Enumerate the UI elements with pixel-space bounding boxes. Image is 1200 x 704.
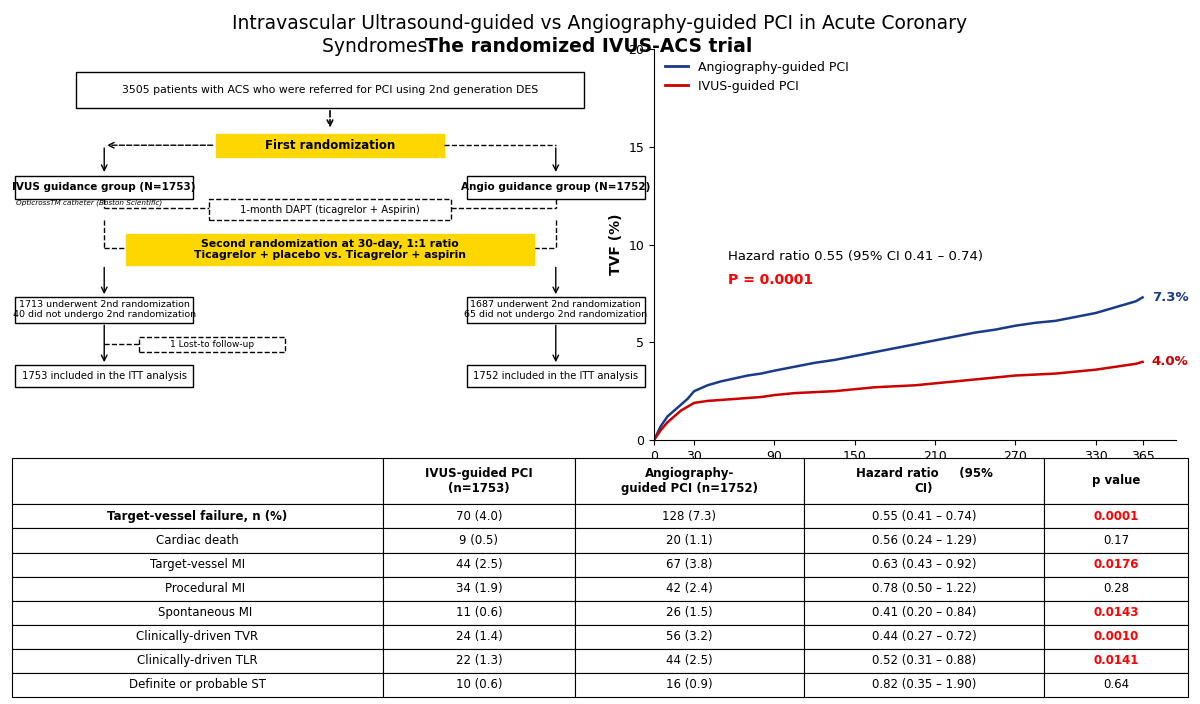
Y-axis label: TVF (%): TVF (%) (608, 214, 623, 275)
Text: 7.3%: 7.3% (1152, 291, 1188, 304)
Text: 1752 included in the ITT analysis: 1752 included in the ITT analysis (473, 371, 638, 382)
X-axis label: Follow-up (days): Follow-up (days) (850, 468, 980, 482)
Text: P = 0.0001: P = 0.0001 (727, 272, 812, 287)
Text: 4.0%: 4.0% (1152, 356, 1189, 368)
Text: 1713 underwent 2nd randomization
40 did not undergo 2nd randomization: 1713 underwent 2nd randomization 40 did … (13, 300, 196, 320)
FancyBboxPatch shape (216, 134, 444, 156)
Text: 1687 underwent 2nd randomization
65 did not undergo 2nd randomization: 1687 underwent 2nd randomization 65 did … (464, 300, 647, 320)
FancyBboxPatch shape (467, 175, 644, 199)
FancyBboxPatch shape (16, 297, 193, 322)
FancyBboxPatch shape (467, 365, 644, 387)
Text: First randomization: First randomization (265, 139, 395, 152)
FancyBboxPatch shape (16, 365, 193, 387)
FancyBboxPatch shape (76, 73, 584, 108)
FancyBboxPatch shape (16, 175, 193, 199)
Legend: Angiography-guided PCI, IVUS-guided PCI: Angiography-guided PCI, IVUS-guided PCI (660, 56, 853, 98)
FancyBboxPatch shape (467, 297, 644, 322)
FancyBboxPatch shape (139, 337, 286, 352)
Text: 3505 patients with ACS who were referred for PCI using 2nd generation DES: 3505 patients with ACS who were referred… (122, 85, 538, 95)
FancyBboxPatch shape (126, 234, 534, 265)
Text: Intravascular Ultrasound-guided vs Angiography-guided PCI in Acute Coronary: Intravascular Ultrasound-guided vs Angio… (233, 14, 967, 33)
Text: 1753 included in the ITT analysis: 1753 included in the ITT analysis (22, 371, 187, 382)
Text: Angio guidance group (N=1752): Angio guidance group (N=1752) (461, 182, 650, 192)
Text: 1-month DAPT (ticagrelor + Aspirin): 1-month DAPT (ticagrelor + Aspirin) (240, 205, 420, 215)
Text: Second randomization at 30-day, 1:1 ratio
Ticagrelor + placebo vs. Ticagrelor + : Second randomization at 30-day, 1:1 rati… (194, 239, 466, 260)
Text: OpticrossTM catheter (Boston Scientific): OpticrossTM catheter (Boston Scientific) (17, 200, 163, 206)
FancyBboxPatch shape (209, 199, 451, 220)
Text: 1 Lost-to follow-up: 1 Lost-to follow-up (170, 340, 254, 349)
Text: IVUS guidance group (N=1753): IVUS guidance group (N=1753) (12, 182, 196, 192)
Text: Hazard ratio 0.55 (95% CI 0.41 – 0.74): Hazard ratio 0.55 (95% CI 0.41 – 0.74) (727, 250, 983, 263)
Text: Syndromes:: Syndromes: (322, 37, 439, 56)
Text: The randomized IVUS-ACS trial: The randomized IVUS-ACS trial (425, 37, 752, 56)
